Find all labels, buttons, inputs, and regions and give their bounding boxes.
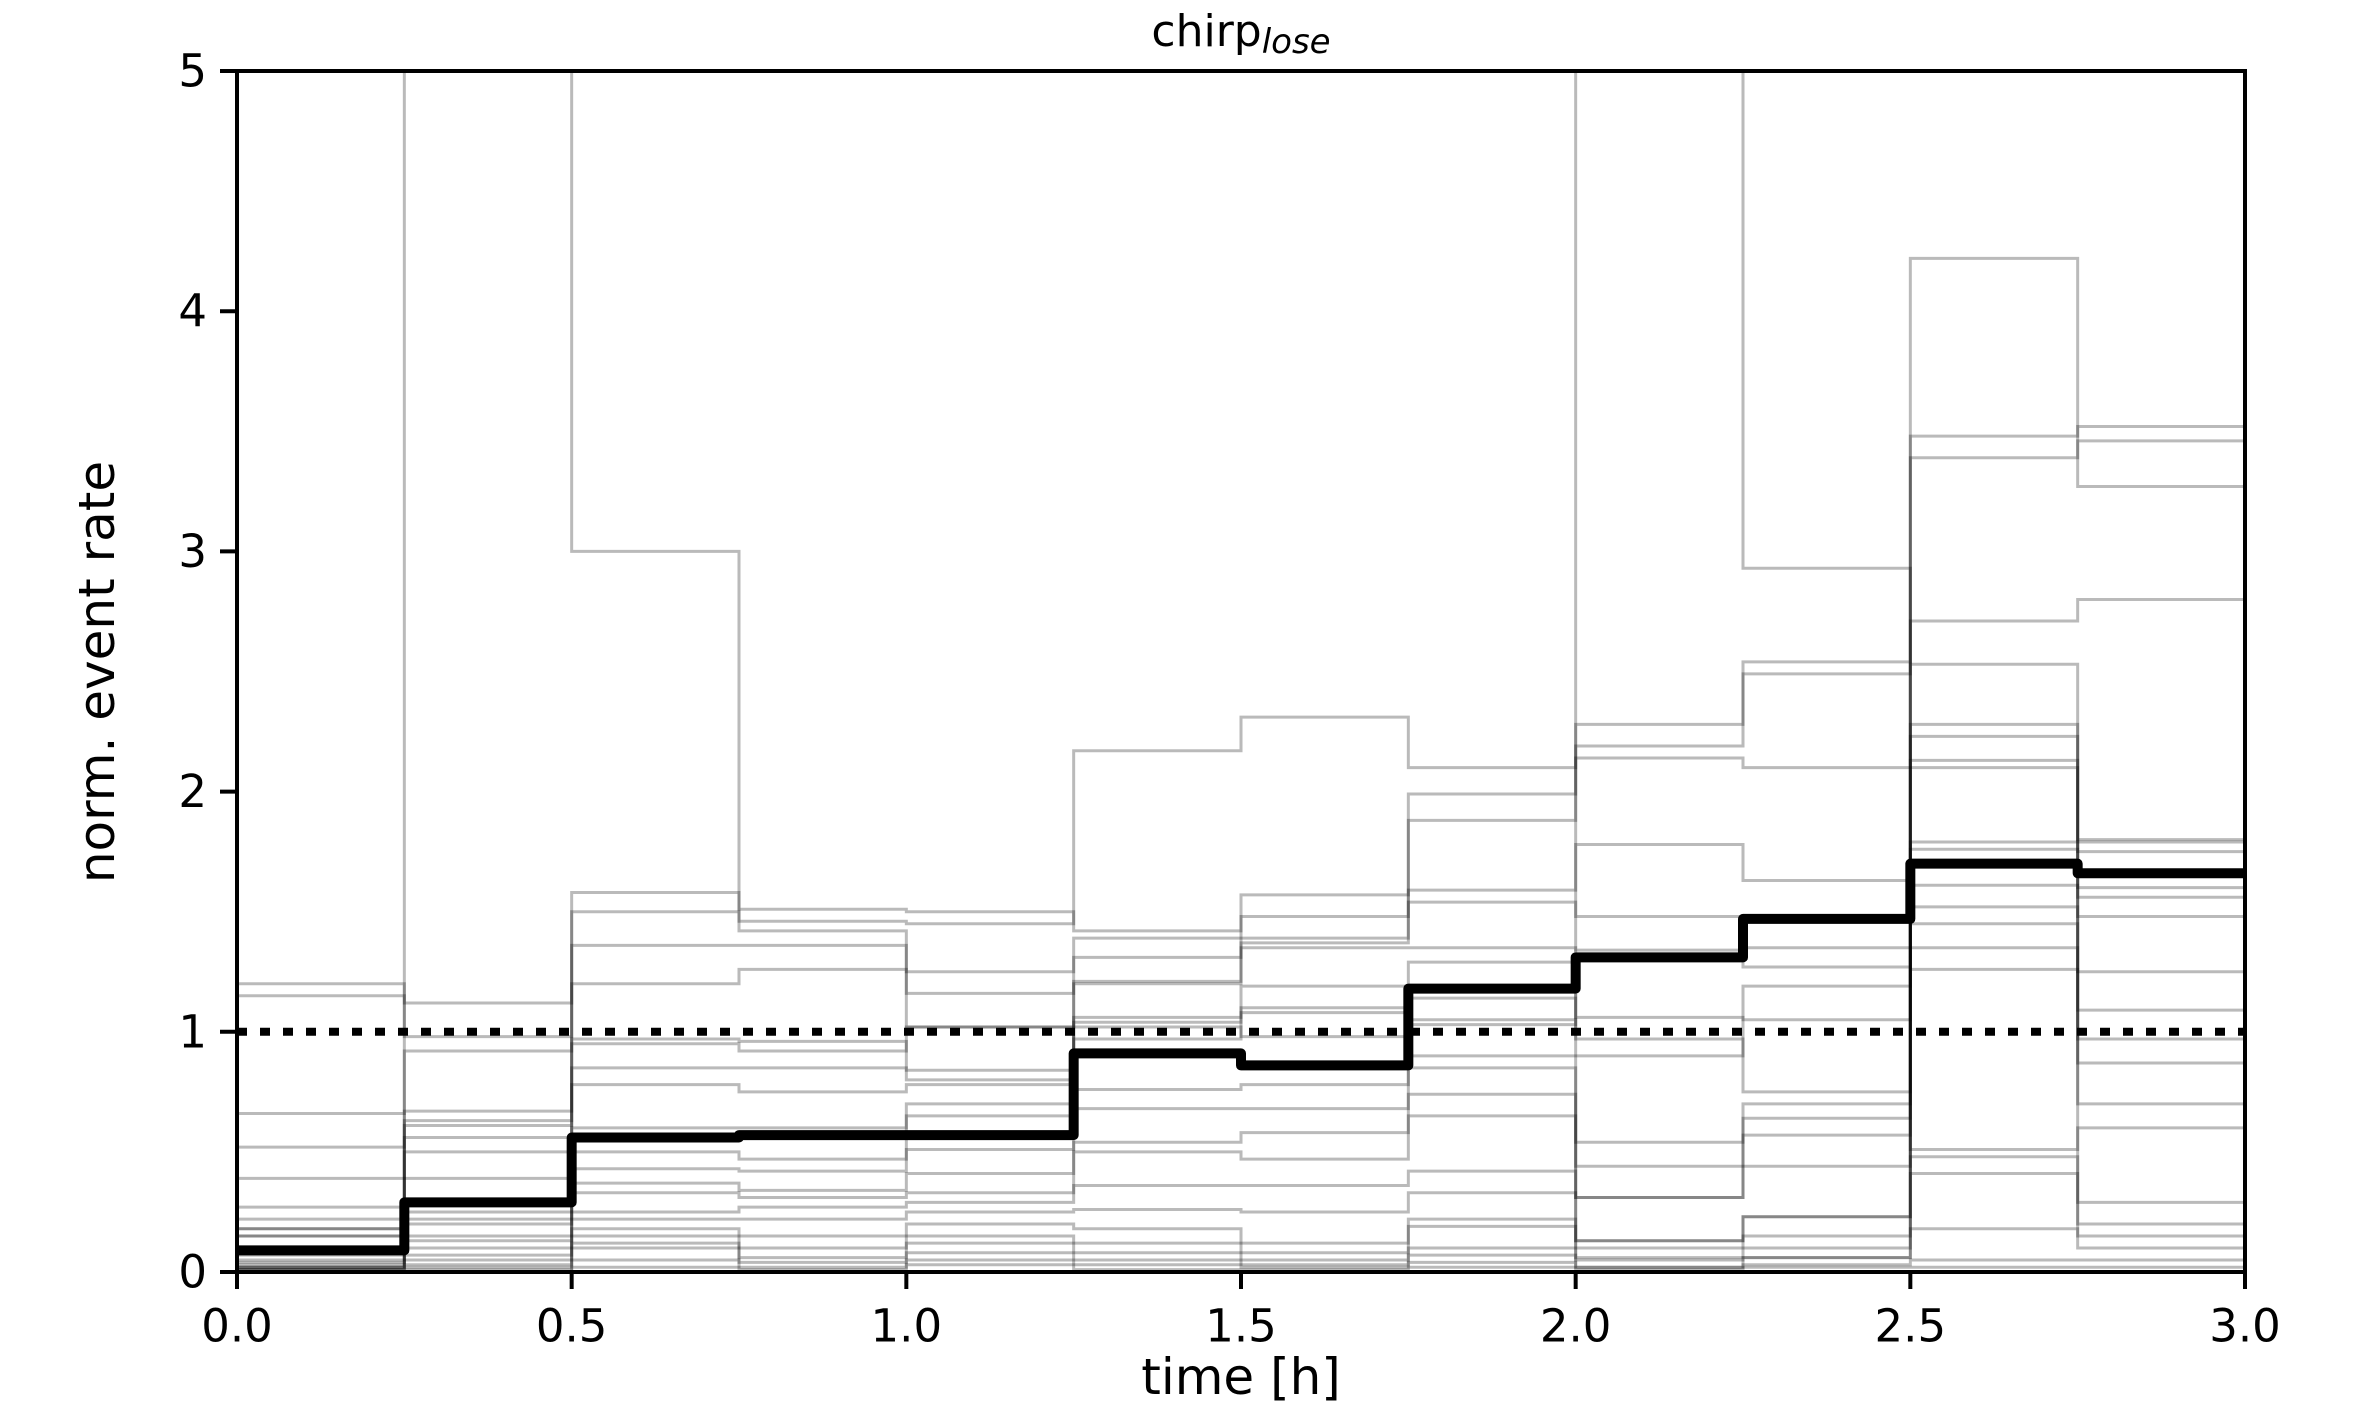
y-tick-label: 2 (178, 765, 207, 818)
x-tick-label: 2.5 (1875, 1300, 1947, 1353)
individual-trace-line (237, 967, 2245, 1269)
mean-trace-line (237, 858, 2245, 1256)
plot-area (237, 71, 2245, 1272)
y-tick-label: 1 (178, 1005, 207, 1058)
chart-title: chirplose (237, 6, 2245, 62)
x-axis-label: time [h] (1141, 1348, 1341, 1406)
individual-trace-line (237, 758, 2245, 1209)
individual-trace-line (237, 71, 2245, 1238)
y-tick-label: 4 (178, 285, 207, 338)
individual-trace-line (237, 424, 2245, 1005)
individual-trace-line (237, 1227, 2245, 1272)
x-tick-label: 0.5 (536, 1300, 608, 1353)
individual-trace-line (237, 1172, 2245, 1272)
individual-trace-line (237, 662, 2245, 1115)
y-axis-label-text: norm. event rate (68, 460, 126, 884)
individual-trace-line (237, 71, 2245, 1269)
x-tick-label: 0.0 (201, 1300, 273, 1353)
individual-trace-line (237, 439, 2245, 1039)
individual-trace-line (237, 1263, 2245, 1272)
x-tick-label: 2.0 (1540, 1300, 1612, 1353)
y-tick-label: 0 (178, 1246, 207, 1299)
chart-title-subscript: lose (1261, 22, 1331, 62)
individual-trace-line (237, 922, 2245, 1264)
x-tick-label: 1.5 (1205, 1300, 1277, 1353)
individual-trace-line (237, 946, 2245, 1267)
individual-trace-line (237, 766, 2245, 1221)
x-tick-label: 3.0 (2209, 1300, 2281, 1353)
individual-trace-line (237, 1155, 2245, 1269)
chart-title-base: chirp (1151, 6, 1262, 57)
individual-trace-line (237, 1258, 2245, 1272)
axes-spines (235, 69, 2247, 1274)
y-tick-label: 5 (178, 45, 207, 98)
x-tick-label: 1.0 (871, 1300, 943, 1353)
y-tick-label: 3 (178, 525, 207, 578)
